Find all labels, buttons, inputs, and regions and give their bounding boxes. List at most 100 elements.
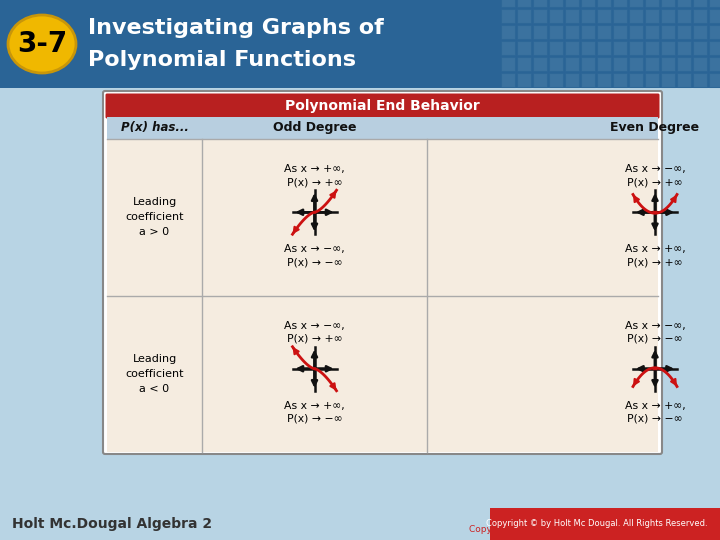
Bar	[677, 25, 691, 39]
Bar	[597, 73, 611, 87]
Bar	[677, 41, 691, 55]
Bar	[693, 0, 707, 7]
FancyBboxPatch shape	[106, 93, 660, 118]
Bar	[677, 73, 691, 87]
Bar	[517, 0, 531, 7]
Bar	[517, 25, 531, 39]
Text: Copyright © by Holt Mc Dougal. All Rights Reserved.: Copyright © by Holt Mc Dougal. All Right…	[487, 519, 708, 529]
Bar	[677, 9, 691, 23]
Bar	[597, 57, 611, 71]
Bar	[597, 25, 611, 39]
Bar	[597, 0, 611, 7]
Text: Odd Degree: Odd Degree	[273, 122, 356, 134]
Bar	[613, 0, 627, 7]
Bar	[565, 41, 579, 55]
Bar	[501, 41, 515, 55]
Text: Leading
coefficient
a > 0: Leading coefficient a > 0	[125, 198, 184, 237]
Text: 3-7: 3-7	[17, 30, 67, 58]
Text: Even Degree: Even Degree	[611, 122, 700, 134]
Bar	[613, 57, 627, 71]
Bar	[517, 57, 531, 71]
Text: Polynomial End Behavior: Polynomial End Behavior	[285, 99, 480, 113]
Text: As x → +∞,
P(x) → +∞: As x → +∞, P(x) → +∞	[284, 164, 345, 187]
Bar	[565, 57, 579, 71]
Text: Copyright © by Holt Mc Dougal. All Rights Reserved.: Copyright © by Holt Mc Dougal. All Right…	[469, 525, 708, 535]
Bar	[517, 9, 531, 23]
Bar	[709, 9, 720, 23]
Bar	[501, 0, 515, 7]
Bar	[677, 0, 691, 7]
Bar	[517, 41, 531, 55]
Bar	[693, 9, 707, 23]
Bar	[661, 57, 675, 71]
Bar	[517, 73, 531, 87]
Bar	[661, 0, 675, 7]
Bar	[501, 9, 515, 23]
Bar	[629, 0, 643, 7]
Bar	[501, 57, 515, 71]
Text: As x → −∞,
P(x) → −∞: As x → −∞, P(x) → −∞	[625, 321, 685, 344]
Bar	[629, 9, 643, 23]
Bar	[677, 57, 691, 71]
Bar	[501, 25, 515, 39]
Bar	[645, 9, 659, 23]
Bar	[693, 73, 707, 87]
Text: As x → −∞,
P(x) → −∞: As x → −∞, P(x) → −∞	[284, 244, 345, 267]
Bar	[661, 9, 675, 23]
Bar	[613, 9, 627, 23]
Bar	[581, 9, 595, 23]
Bar	[613, 41, 627, 55]
Bar	[645, 0, 659, 7]
Text: As x → −∞,
P(x) → +∞: As x → −∞, P(x) → +∞	[625, 164, 685, 187]
Bar	[629, 73, 643, 87]
Bar	[533, 41, 547, 55]
Text: Polynomial Functions: Polynomial Functions	[88, 50, 356, 70]
Bar	[549, 57, 563, 71]
Bar	[581, 73, 595, 87]
Bar	[693, 41, 707, 55]
Bar	[693, 25, 707, 39]
Bar	[629, 25, 643, 39]
Bar	[645, 25, 659, 39]
Bar	[0, 0, 720, 88]
Bar	[549, 25, 563, 39]
Text: P(x) has...: P(x) has...	[120, 122, 189, 134]
Bar	[661, 73, 675, 87]
Ellipse shape	[8, 15, 76, 73]
Bar	[107, 117, 658, 139]
Bar	[613, 25, 627, 39]
Bar	[549, 9, 563, 23]
Bar	[693, 57, 707, 71]
Bar	[107, 139, 658, 295]
FancyBboxPatch shape	[103, 91, 662, 454]
Text: Holt Mc.Dougal Algebra 2: Holt Mc.Dougal Algebra 2	[12, 517, 212, 531]
Bar	[533, 57, 547, 71]
Bar	[597, 41, 611, 55]
Bar	[533, 9, 547, 23]
Bar	[501, 73, 515, 87]
Bar	[709, 57, 720, 71]
Bar	[549, 73, 563, 87]
Bar	[645, 73, 659, 87]
Bar	[581, 41, 595, 55]
Bar	[549, 0, 563, 7]
Bar	[533, 0, 547, 7]
Bar	[645, 57, 659, 71]
Bar	[490, 508, 720, 540]
Bar	[645, 41, 659, 55]
Bar	[565, 73, 579, 87]
Bar	[549, 41, 563, 55]
Text: As x → −∞,
P(x) → +∞: As x → −∞, P(x) → +∞	[284, 321, 345, 344]
Bar	[709, 25, 720, 39]
Bar	[107, 295, 658, 452]
Text: As x → +∞,
P(x) → −∞: As x → +∞, P(x) → −∞	[284, 401, 345, 424]
Bar	[709, 73, 720, 87]
Bar	[661, 41, 675, 55]
Bar	[629, 41, 643, 55]
Bar	[629, 57, 643, 71]
Bar	[597, 9, 611, 23]
Bar	[565, 9, 579, 23]
Bar	[533, 25, 547, 39]
Bar	[709, 0, 720, 7]
Bar	[709, 41, 720, 55]
